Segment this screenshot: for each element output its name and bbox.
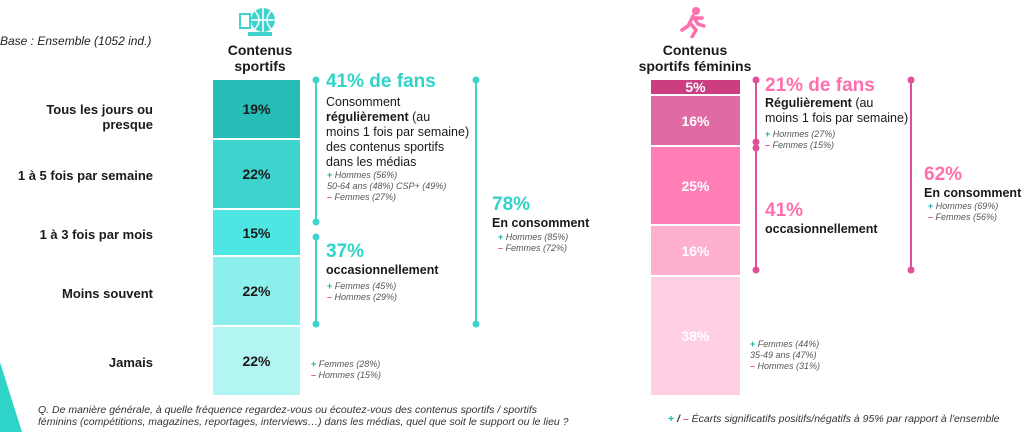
left-bar-segment-label: 22% [242,353,271,369]
right-bar-segment-4: 16% [651,226,740,275]
right-bar-segment-1: 5% [651,79,740,95]
left-occasional-significance: + Femmes (45%) – Hommes (29%) [327,281,398,302]
left-bar-segment-2: 22% [213,140,300,208]
right-fans-headline: 21% de fans [765,75,875,96]
right-bar-segment-2: 16% [651,96,740,145]
right-fans-significance: + Hommes (27%) – Femmes (15%) [765,129,836,150]
significance-legend: + / – Écarts significatifs positifs/néga… [668,413,1000,425]
right-occasional-headline: 41% [765,200,804,221]
row-label-less-often: Moins souvent [61,286,153,301]
right-total-significance: + Hommes (69%) – Femmes (56%) [928,201,999,222]
right-never-significance: + Femmes (44%) 35-49 ans (47%) – Hommes … [750,339,821,371]
right-bar-segment-label: 38% [681,328,710,344]
row-label-never: Jamais [108,355,153,370]
left-stacked-bar: 19% 22% 15% 22% 22% [213,80,300,396]
right-bar-segment-5: 38% [651,277,740,395]
corner-decoration [0,362,22,432]
right-fans-text: Régulièrement (au moins 1 fois par semai… [765,96,909,125]
runner-icon [680,7,706,38]
right-total-headline: 62% [924,164,963,185]
left-occasional-label: occasionnellement [326,263,439,277]
left-total-significance: + Hommes (85%) – Femmes (72%) [498,232,569,253]
question-text: Q. De manière générale, à quelle fréquen… [38,404,569,428]
right-bar-segment-label: 16% [681,112,710,129]
left-fans-text: Consomment régulièrement (au moins 1 foi… [326,95,470,169]
left-fans-headline: 41% de fans [326,71,436,92]
right-bar-segment-label: 16% [681,242,710,259]
row-label-daily: Tous les jours ou presque [46,102,153,132]
right-occasional-label: occasionnellement [765,222,878,236]
left-bar-segment-label: 15% [242,224,271,241]
right-chart-title: Contenus sportifs féminins [638,42,752,74]
left-bar-segment-3: 15% [213,210,300,255]
left-bar-segment-4: 22% [213,257,300,325]
right-bar-segment-label: 5% [685,79,706,95]
left-occasional-headline: 37% [326,241,365,262]
right-bar-segment-3: 25% [651,147,740,224]
left-chart-title: Contenus sportifs [227,42,293,74]
left-total-label: En consomment [492,216,590,230]
left-bar-segment-label: 19% [242,101,271,117]
left-bar-segment-label: 22% [242,166,271,182]
base-note: Base : Ensemble (1052 ind.) [0,34,152,48]
left-fans-significance: + Hommes (56%) 50-64 ans (48%) CSP+ (49%… [327,170,447,202]
left-bar-segment-1: 19% [213,80,300,138]
right-stacked-bar: 5% 16% 25% 16% 38% [651,79,740,396]
left-brackets [312,76,480,328]
right-brackets [752,76,915,274]
left-total-headline: 78% [492,194,531,215]
right-bar-segment-label: 25% [681,177,710,194]
right-total-label: En consomment [924,186,1022,200]
left-bar-segment-5: 22% [213,327,300,395]
basketball-icon [239,8,275,36]
left-never-significance: + Femmes (28%) – Hommes (15%) [311,359,382,380]
row-label-monthly: 1 à 3 fois par mois [39,227,153,242]
row-label-weekly: 1 à 5 fois par semaine [17,168,153,183]
left-bar-segment-label: 22% [242,283,271,299]
